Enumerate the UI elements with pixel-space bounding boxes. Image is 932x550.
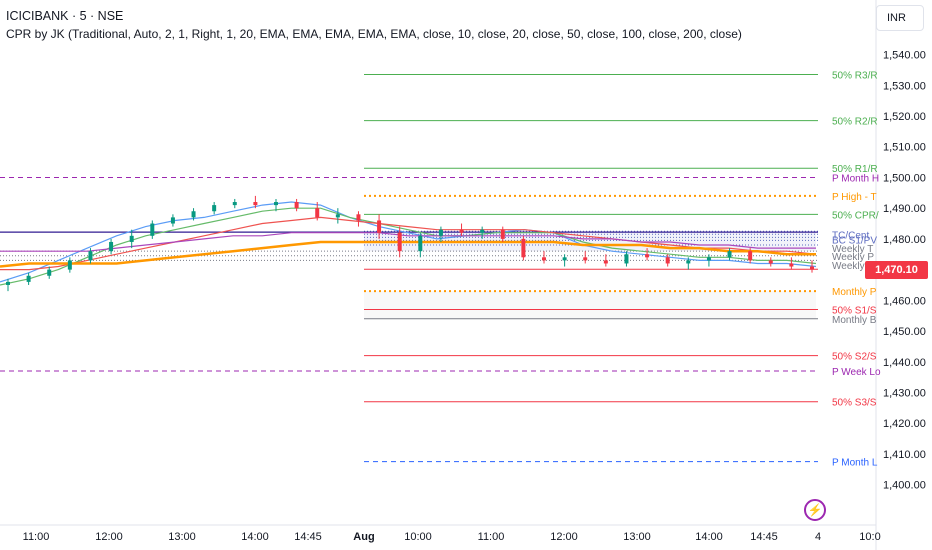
cluster-label: Weekly P (832, 252, 874, 263)
ma-line (0, 232, 816, 252)
candle-body (624, 254, 629, 264)
ma-line (0, 216, 817, 271)
candle-body (191, 211, 196, 218)
y-tick-label: 1,440.00 (883, 357, 926, 369)
candle-body (665, 257, 670, 264)
candle-body (253, 202, 258, 206)
candle-body (109, 241, 114, 252)
x-tick-label: 12:00 (550, 531, 578, 543)
candle-body (232, 202, 237, 206)
candle-body (686, 260, 691, 264)
x-tick-label: 10:0 (859, 531, 880, 543)
x-tick-label: 14:45 (750, 531, 778, 543)
candle-body (542, 257, 546, 261)
candle-body (274, 202, 278, 206)
candle-body (335, 214, 340, 218)
level-label: P High - T (832, 192, 877, 203)
candle-body (150, 223, 155, 236)
y-tick-label: 1,540.00 (883, 50, 926, 62)
level-label: 50% R2/R (832, 117, 878, 128)
y-tick-label: 1,450.00 (883, 326, 926, 338)
level-label: Monthly B (832, 315, 877, 326)
y-tick-label: 1,520.00 (883, 111, 926, 123)
y-tick-label: 1,460.00 (883, 295, 926, 307)
candle-body (810, 266, 814, 270)
indicator-legend[interactable]: CPR by JK (Traditional, Auto, 2, 1, Righ… (6, 27, 742, 41)
level-label: 50% S2/S (832, 352, 877, 363)
candle-body (315, 208, 320, 218)
candle-body (459, 229, 464, 233)
y-tick-label: 1,400.00 (883, 480, 926, 492)
candle-body (583, 257, 588, 261)
candle-body (500, 229, 505, 239)
level-label: 50% S1/S (832, 306, 877, 317)
level-label: P Week Lo (832, 367, 881, 378)
x-tick-label: 11:00 (23, 531, 50, 543)
x-tick-label: Aug (353, 531, 374, 543)
current-price-label: 1,470.10 (865, 261, 928, 279)
candle-body (645, 254, 650, 258)
cluster-label: Weekly T (832, 244, 873, 255)
candle-body (748, 251, 753, 261)
x-tick-label: 14:00 (695, 531, 723, 543)
candle-body (212, 205, 217, 212)
lightning-icon[interactable]: ⚡ (804, 499, 826, 521)
candle-body (67, 260, 72, 270)
candle-body (129, 235, 134, 242)
cluster-label: TC/Cent (832, 230, 869, 241)
level-label: 50% CPR/ (832, 210, 879, 221)
x-tick-label: 12:00 (95, 531, 123, 543)
level-label: P Month L (832, 458, 878, 469)
candle-body (706, 257, 711, 261)
y-tick-label: 1,410.00 (883, 449, 926, 461)
x-tick-label: 14:45 (294, 531, 322, 543)
candle-body (294, 202, 299, 209)
candle-body (356, 214, 361, 221)
x-tick-label: 13:00 (168, 531, 196, 543)
x-tick-label: 11:00 (478, 531, 505, 543)
candle-body (397, 232, 402, 252)
y-tick-label: 1,490.00 (883, 203, 926, 215)
level-label: 50% S3/S (832, 398, 877, 409)
y-tick-label: 1,480.00 (883, 234, 926, 246)
cluster-label: Weekly B (832, 261, 874, 272)
level-label: Monthly P (832, 287, 877, 298)
level-label: P Month H (832, 173, 879, 184)
candle-body (418, 235, 423, 252)
ma-line (0, 201, 817, 283)
y-tick-label: 1,420.00 (883, 418, 926, 430)
candle-body (768, 260, 773, 264)
candle-body (88, 251, 93, 261)
candle-body (6, 281, 10, 285)
x-tick-label: 4 (815, 531, 821, 543)
candle-body (377, 220, 382, 233)
x-tick-label: 14:00 (241, 531, 269, 543)
y-tick-label: 1,500.00 (883, 172, 926, 184)
currency-button[interactable]: INR (876, 5, 924, 31)
cluster-label: BC S1/PV (832, 236, 877, 247)
ma-line (0, 240, 816, 268)
candle-body (789, 263, 794, 267)
candle-body (480, 229, 485, 233)
symbol-title[interactable]: ICICIBANK · 5 · NSE (6, 9, 124, 23)
candle-body (47, 269, 52, 276)
candle-body (603, 260, 608, 264)
level-label: 50% R3/R (832, 71, 878, 82)
monthly-band (364, 291, 816, 319)
y-tick-label: 1,430.00 (883, 387, 926, 399)
candle-body (438, 229, 443, 236)
level-label: 50% R1/R (832, 164, 878, 175)
candle-body (26, 275, 31, 282)
y-tick-label: 1,510.00 (883, 142, 926, 154)
y-tick-label: 1,530.00 (883, 80, 926, 92)
candle-body (562, 257, 567, 261)
candle-body (727, 251, 732, 258)
ma-line (0, 207, 817, 286)
x-tick-label: 13:00 (623, 531, 651, 543)
x-tick-label: 10:00 (404, 531, 432, 543)
candle-body (521, 238, 526, 258)
candle-body (170, 217, 175, 224)
